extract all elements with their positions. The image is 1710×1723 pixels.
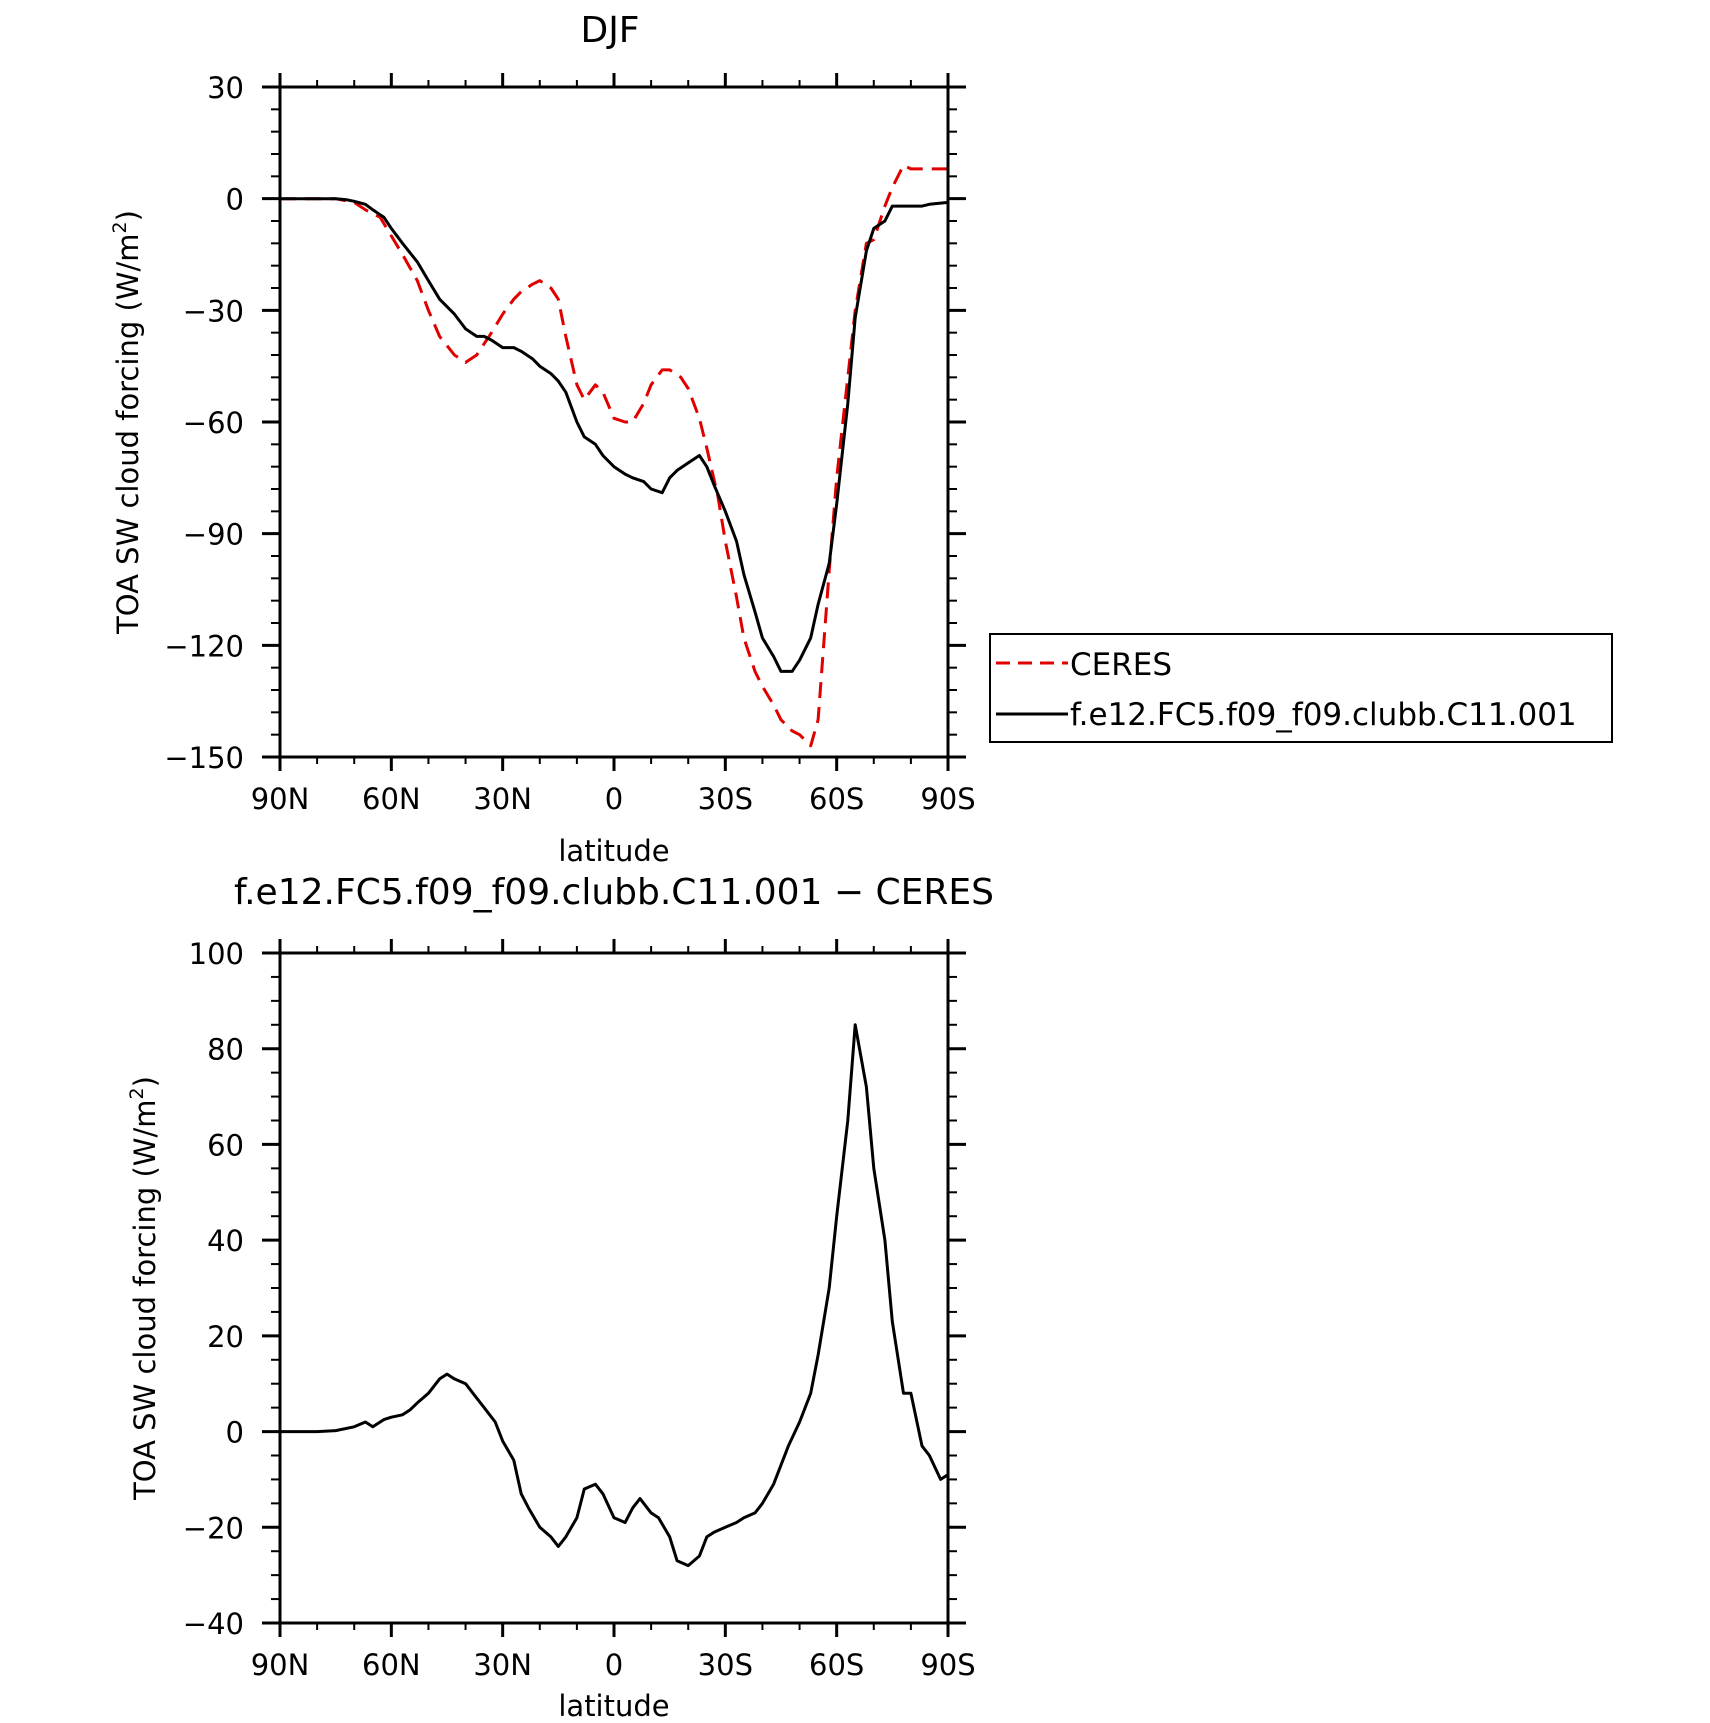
bottom-y-tick-label: 40 — [207, 1224, 244, 1258]
top-x-tick-label: 60S — [809, 782, 864, 816]
bottom-y-tick-labels: 100 80 60 40 20 0 −20 −40 — [183, 937, 244, 1641]
bottom-y-tick-label: 60 — [207, 1128, 244, 1162]
top-axis-ticks — [262, 73, 966, 771]
top-x-tick-label: 60N — [362, 782, 421, 816]
bottom-line-chart: f.e12.FC5.f09_f09.clubb.C11.001 − CERES … — [126, 872, 994, 1723]
legend: CERES f.e12.FC5.f09_f09.clubb.C11.001 — [989, 633, 1613, 743]
bottom-y-axis-label-close: ) — [128, 1076, 162, 1087]
top-x-tick-label: 90S — [920, 782, 975, 816]
top-x-tick-label: 90N — [251, 782, 310, 816]
top-x-tick-label: 30N — [473, 782, 532, 816]
top-x-tick-label: 30S — [698, 782, 753, 816]
top-y-axis-label-close: ) — [111, 210, 145, 221]
bottom-series-group — [280, 1023, 949, 1568]
top-chart-title: DJF — [580, 10, 639, 51]
bottom-x-tick-label: 30S — [698, 1648, 753, 1682]
top-y-tick-label: −60 — [183, 406, 244, 440]
top-line-chart: DJF 90N 60N 30N 0 30S 60S 90S 30 0 −30 −60 −90 −120… — [109, 10, 1613, 868]
top-y-tick-label: −90 — [183, 518, 244, 552]
bottom-x-tick-label: 60N — [362, 1648, 421, 1682]
bottom-plot-frame — [278, 951, 950, 1625]
bottom-y-tick-label: 20 — [207, 1320, 244, 1354]
legend-label-model: f.e12.FC5.f09_f09.clubb.C11.001 — [1070, 697, 1577, 733]
top-y-tick-labels: 30 0 −30 −60 −90 −120 −150 — [164, 71, 244, 775]
bottom-x-tick-label: 60S — [809, 1648, 864, 1682]
legend-frame — [989, 633, 1613, 743]
top-series-line-f-e12-fc5-f09-f09-clubb-c11-001 — [280, 197, 949, 673]
bottom-y-axis-label: TOA SW cloud forcing (W/m2) — [126, 1076, 162, 1501]
top-y-tick-label: −30 — [183, 294, 244, 328]
top-y-axis-label: TOA SW cloud forcing (W/m2) — [109, 210, 145, 635]
top-y-tick-label: 30 — [207, 71, 244, 105]
bottom-y-tick-label: 0 — [226, 1416, 244, 1450]
bottom-chart-title: f.e12.FC5.f09_f09.clubb.C11.001 − CERES — [234, 872, 994, 913]
bottom-y-tick-label: 100 — [189, 937, 244, 971]
bottom-x-axis-label: latitude — [558, 1689, 669, 1723]
bottom-x-tick-label: 30N — [473, 1648, 532, 1682]
bottom-x-tick-label: 90N — [251, 1648, 310, 1682]
bottom-y-tick-label: −20 — [183, 1511, 244, 1545]
top-y-axis-label-superscript: 2 — [109, 221, 131, 233]
top-series-line-ceres — [280, 163, 948, 748]
bottom-x-tick-labels: 90N 60N 30N 0 30S 60S 90S — [251, 1648, 976, 1682]
top-x-axis-label: latitude — [558, 834, 669, 868]
top-x-tick-label: 0 — [605, 782, 623, 816]
bottom-y-axis-label-main: TOA SW cloud forcing (W/m — [128, 1100, 162, 1501]
bottom-series-line-diff — [280, 1023, 949, 1568]
top-y-tick-label: −120 — [164, 629, 244, 663]
top-x-tick-labels: 90N 60N 30N 0 30S 60S 90S — [251, 782, 976, 816]
bottom-x-tick-label: 90S — [920, 1648, 975, 1682]
top-series-group — [280, 163, 949, 748]
top-plot-frame — [278, 85, 950, 759]
legend-label-ceres: CERES — [1070, 647, 1172, 683]
top-y-tick-label: 0 — [226, 183, 244, 217]
top-y-axis-label-main: TOA SW cloud forcing (W/m — [111, 234, 145, 635]
bottom-y-tick-label: 80 — [207, 1033, 244, 1067]
bottom-y-tick-label: −40 — [183, 1607, 244, 1641]
bottom-y-axis-label-superscript: 2 — [126, 1087, 148, 1099]
bottom-x-tick-label: 0 — [605, 1648, 623, 1682]
top-y-tick-label: −150 — [164, 741, 244, 775]
bottom-axis-ticks — [262, 939, 966, 1637]
